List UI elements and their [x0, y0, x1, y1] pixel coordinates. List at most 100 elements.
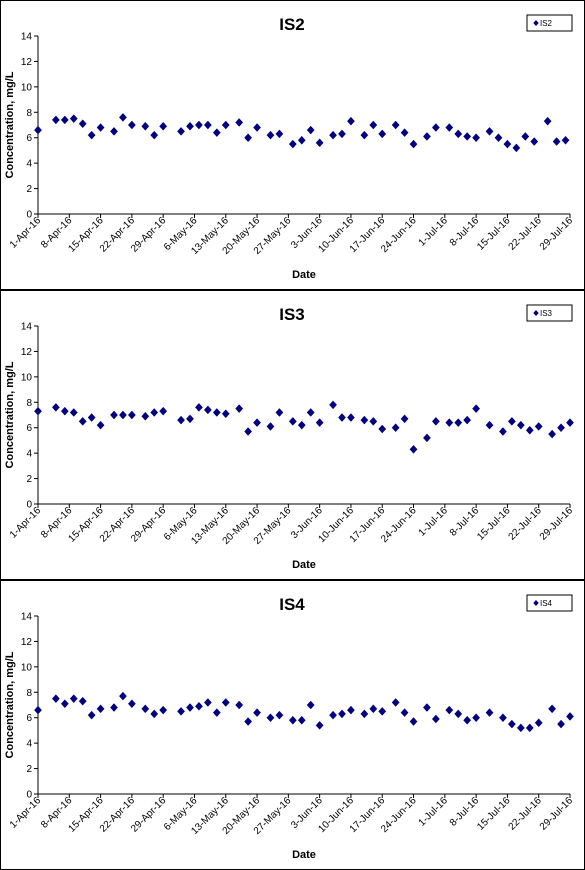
data-point [253, 708, 261, 718]
y-tick-label: 4 [26, 739, 32, 750]
data-point [119, 112, 127, 122]
data-point [186, 414, 194, 424]
data-point [288, 139, 297, 149]
data-point [69, 114, 78, 124]
data-point [253, 418, 261, 428]
data-point [454, 418, 463, 428]
data-point [275, 129, 284, 139]
data-point [87, 130, 96, 140]
data-point [507, 719, 516, 729]
data-point [409, 444, 418, 454]
data-point [338, 709, 346, 719]
x-axis-label: Date [292, 849, 316, 861]
data-point [78, 416, 87, 426]
data-point [306, 125, 315, 135]
data-point [244, 427, 253, 436]
data-point [423, 433, 431, 443]
data-point [297, 420, 306, 430]
y-tick-label: 14 [21, 612, 33, 623]
data-point [159, 705, 168, 715]
data-point [507, 416, 516, 426]
y-tick-label: 4 [26, 449, 32, 460]
y-tick-label: 12 [21, 347, 33, 358]
data-point [530, 137, 539, 146]
data-point [203, 120, 212, 130]
data-point [212, 708, 221, 718]
legend-label: IS3 [540, 309, 553, 318]
data-point [360, 130, 369, 140]
y-axis-label: Concentration, mg/L [4, 361, 16, 468]
data-point [127, 410, 136, 420]
data-point [110, 126, 118, 136]
data-point [400, 708, 409, 718]
data-point [516, 723, 525, 733]
data-point [266, 713, 275, 723]
x-axis-label: Date [292, 559, 316, 571]
data-point [110, 703, 118, 712]
legend-box [526, 14, 573, 32]
data-point [347, 705, 355, 715]
data-point [423, 703, 431, 712]
y-tick-label: 8 [26, 398, 32, 409]
data-point [34, 125, 42, 135]
data-point [445, 705, 454, 715]
chart-title: IS2 [279, 15, 305, 34]
y-tick-label: 2 [26, 474, 32, 485]
data-point [275, 408, 284, 417]
data-point [391, 120, 400, 130]
data-point [378, 424, 387, 434]
y-tick-label: 6 [26, 713, 32, 724]
data-point [235, 700, 244, 710]
data-point [159, 406, 168, 416]
data-point [503, 139, 512, 149]
data-point [360, 709, 369, 719]
legend-marker [533, 600, 539, 606]
y-tick-label: 2 [26, 184, 32, 195]
chart-title: IS3 [279, 305, 305, 324]
data-point [297, 715, 306, 725]
data-point [494, 133, 503, 143]
data-point [177, 706, 185, 716]
legend-label: IS2 [540, 19, 553, 28]
data-point [548, 429, 557, 439]
data-point [369, 704, 378, 714]
y-tick-label: 6 [26, 423, 32, 434]
data-point [472, 713, 481, 723]
data-point [525, 425, 534, 435]
chart-title: IS4 [279, 595, 305, 614]
panel-border [0, 290, 585, 580]
data-point [34, 705, 42, 715]
data-point [195, 120, 203, 130]
data-point [431, 123, 440, 132]
data-point [244, 133, 253, 143]
data-point [119, 410, 127, 420]
data-point [445, 418, 454, 428]
data-point [329, 710, 337, 720]
data-point [369, 416, 378, 426]
data-point [266, 422, 275, 431]
data-point [391, 423, 400, 433]
data-point [212, 408, 221, 417]
data-point [347, 413, 355, 422]
data-point [306, 700, 315, 710]
legend-box [526, 594, 573, 612]
data-point [235, 404, 244, 414]
data-point [557, 719, 565, 729]
y-tick-label: 14 [21, 32, 33, 43]
y-tick-label: 2 [26, 764, 32, 775]
data-point [454, 709, 463, 719]
y-axis-label: Concentration, mg/L [4, 71, 16, 178]
data-point [34, 406, 42, 416]
data-point [203, 698, 212, 707]
data-point [141, 121, 150, 131]
data-point [445, 123, 454, 132]
data-point [96, 704, 105, 714]
data-point [51, 402, 60, 412]
y-tick-label: 10 [21, 372, 33, 383]
data-point [119, 691, 127, 701]
y-tick-label: 0 [26, 500, 32, 511]
